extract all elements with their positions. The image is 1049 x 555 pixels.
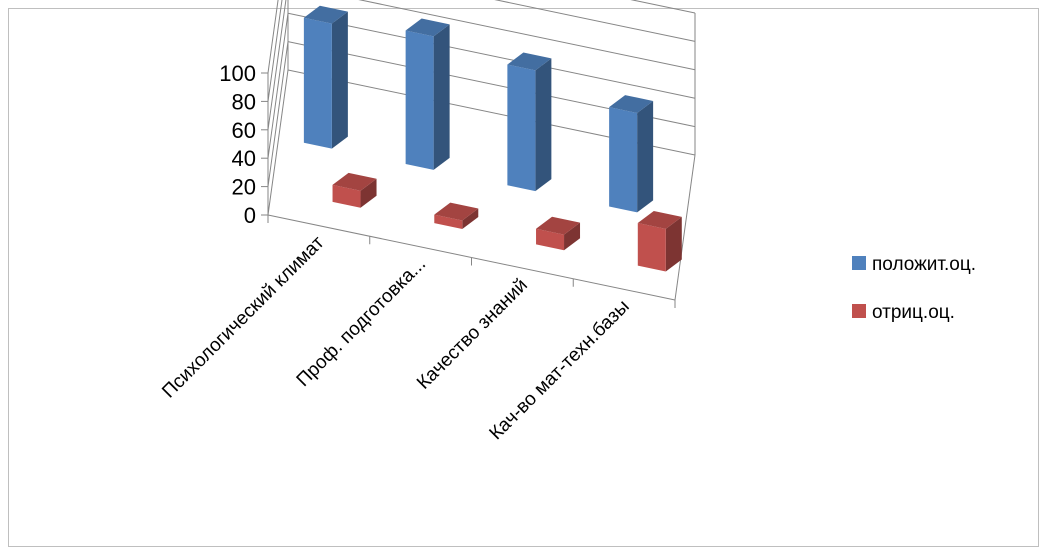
bar-top-face <box>637 211 682 229</box>
gridline-back-2 <box>287 12 696 99</box>
gridline-side-3 <box>267 0 287 130</box>
chart-bars <box>303 5 682 272</box>
bar-negative-1 <box>434 202 479 229</box>
y-tick-label-2: 40 <box>232 146 256 171</box>
bar-side-face <box>665 216 682 272</box>
gridline-back-3 <box>358 0 696 71</box>
y-tick-label-4: 80 <box>232 89 256 114</box>
bar-top-face <box>507 52 552 71</box>
category-label-1: Проф. подготовка... <box>293 254 430 391</box>
y-tick-label-3: 60 <box>232 118 256 143</box>
bar-front-face <box>637 223 666 272</box>
bar-positive-1 <box>405 18 450 170</box>
bar-side-face <box>433 24 450 170</box>
legend-label-0: положит.оц. <box>872 254 976 275</box>
bar-negative-0 <box>332 172 377 208</box>
floor-right-edge <box>674 154 696 301</box>
bar-side-face <box>637 100 654 213</box>
bar-negative-2 <box>536 216 581 251</box>
bar-side-face <box>360 178 377 208</box>
y-tick-label-0: 0 <box>244 203 256 228</box>
legend-swatch-0 <box>852 256 866 270</box>
gridline-side-2 <box>267 13 289 159</box>
bar-positive-0 <box>303 5 348 149</box>
y-tick-label-1: 20 <box>232 175 256 200</box>
bar-top-face <box>536 216 581 235</box>
gridline-side-1 <box>267 41 289 187</box>
bar-front-face <box>303 17 332 149</box>
bar-negative-3 <box>637 211 682 272</box>
y-tick-label-5: 100 <box>219 61 256 86</box>
legend-swatch-1 <box>852 304 866 318</box>
bar-positive-3 <box>609 95 654 213</box>
bar-front-face <box>609 107 638 213</box>
legend-label-1: отриц.оц. <box>872 302 955 323</box>
bar-side-face <box>564 222 581 251</box>
bar-front-face <box>332 184 361 208</box>
bar-top-face <box>303 5 348 24</box>
category-label-3: Кач-во мат-техн.базы <box>486 296 634 444</box>
gridline-side-5 <box>267 0 279 74</box>
bar-top-face <box>405 18 450 37</box>
bar-positive-2 <box>507 52 552 192</box>
bar-front-face <box>405 30 434 170</box>
chart-axes <box>261 0 696 308</box>
bar-top-face <box>609 95 654 113</box>
bar-top-face <box>332 172 377 191</box>
bar-front-face <box>507 64 536 192</box>
chart-legend: положит.оц. отриц.оц. <box>852 254 976 323</box>
bar-side-face <box>331 11 348 149</box>
gridline-side-4 <box>267 0 283 102</box>
category-label-2: Качество знаний <box>413 275 532 394</box>
gridline-back-5 <box>630 0 696 14</box>
gridline-side-0 <box>267 69 289 216</box>
bar-side-face <box>535 58 552 192</box>
bar-side-face <box>462 208 479 229</box>
bar-front-face <box>434 214 463 229</box>
bar-top-face <box>434 202 479 221</box>
bar-front-face <box>536 228 565 251</box>
gridline-back-4 <box>494 0 696 42</box>
